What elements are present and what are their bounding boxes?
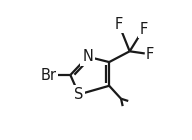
Text: S: S [74, 87, 84, 102]
Text: Br: Br [41, 67, 57, 82]
Text: F: F [139, 22, 147, 37]
Text: N: N [82, 49, 93, 64]
Text: F: F [115, 17, 123, 32]
Text: F: F [146, 47, 154, 62]
